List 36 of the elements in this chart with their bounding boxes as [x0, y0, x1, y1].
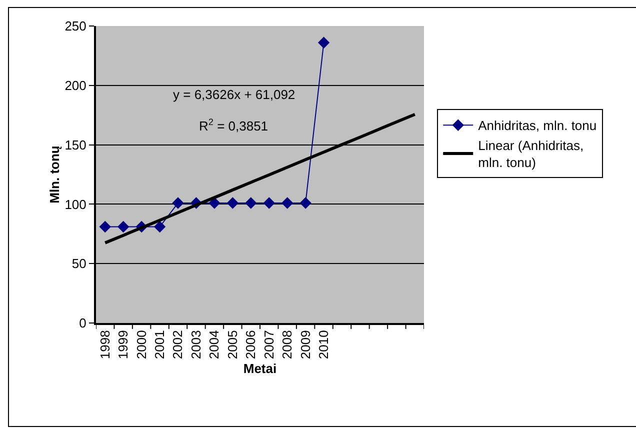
point [208, 197, 220, 209]
point [172, 197, 184, 209]
x-tick-label: 2000 [134, 330, 149, 360]
x-tick-label: 2004 [206, 330, 222, 360]
point [318, 36, 330, 48]
y-tick-label: 200 [64, 78, 86, 93]
point [99, 220, 111, 233]
y-tick-label: 0 [79, 316, 86, 331]
x-axis-title: Metai [243, 361, 277, 376]
point [226, 197, 239, 209]
legend-label: Anhidritas, mln. tonu [478, 118, 597, 134]
x-tick-label: 2002 [170, 330, 186, 360]
x-tick-label: 2009 [298, 330, 313, 360]
legend-label: Linear (Anhidritas, mln. tonu) [478, 138, 584, 170]
x-tick-label: 2003 [188, 330, 204, 360]
point [263, 197, 275, 209]
y-tick-label: 250 [64, 18, 86, 34]
x-tick-label: 2005 [224, 330, 240, 360]
x-tick-label: 2006 [243, 330, 258, 360]
y-tick-label: 150 [64, 137, 86, 152]
annotation: R$^{2}$ = 0,3851 [199, 117, 268, 134]
point [154, 220, 166, 233]
x-tick-label: 1998 [97, 330, 112, 360]
point [300, 197, 312, 209]
annotation: y = 6,3626x + 61,092 [173, 87, 296, 102]
x-tick-label: 2007 [261, 330, 276, 360]
x-tick-label: 2010 [316, 330, 332, 360]
point [117, 220, 130, 233]
y-tick-label: 100 [64, 196, 86, 212]
x-tick-label: 2001 [152, 330, 168, 360]
point [245, 197, 257, 209]
x-tick-label: 1999 [116, 330, 131, 360]
y-tick-label: 50 [72, 256, 86, 272]
x-tick-label: 2008 [280, 330, 295, 360]
point [281, 197, 294, 209]
y-axis-title: Mln. tonų [47, 146, 62, 204]
